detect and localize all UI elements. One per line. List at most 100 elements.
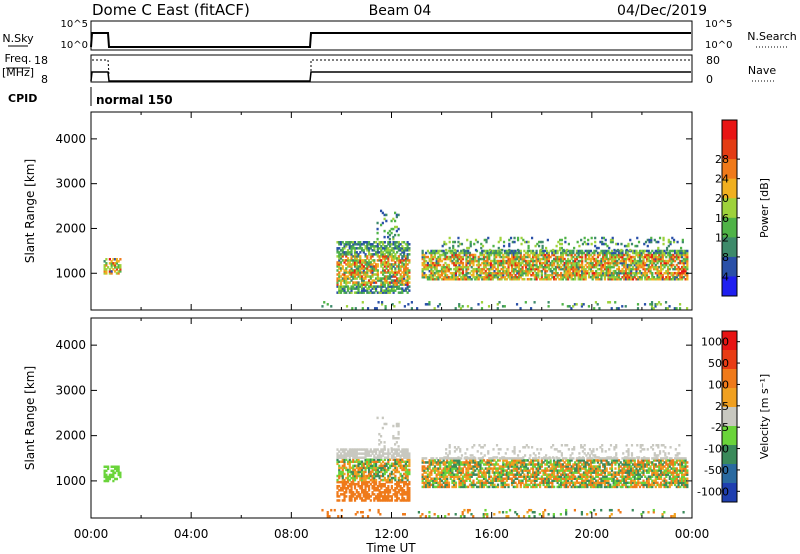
power-cell [533,259,536,263]
power-cell [341,253,344,256]
velocity-cell [454,457,458,460]
velocity-cell [408,458,411,461]
power-cell [339,279,343,282]
velocity-cell [575,485,579,489]
power-cell [519,253,522,257]
velocity-cell [442,467,445,470]
velocity-cell [451,465,454,468]
velocity-cell [364,497,367,500]
power-cell [367,279,371,282]
power-cell [679,267,682,271]
power-cell [362,281,365,284]
power-cell [682,275,685,279]
velocity-cell [533,483,536,487]
velocity-cell [364,491,367,494]
power-cell [601,242,604,246]
power-cell [366,247,369,250]
power-cell [547,277,550,281]
velocity-cell [509,465,512,468]
power-cell [484,275,487,279]
power-cell [359,285,362,288]
power-cell [367,261,371,264]
power-cell [537,275,540,279]
power-cell [637,261,640,265]
power-cell [390,285,393,288]
velocity-cell [593,467,596,470]
power-cell [338,253,341,256]
velocity-cell [353,487,357,490]
power-cell [598,307,601,310]
velocity-cell [572,457,575,460]
power-cell [556,259,559,263]
velocity-cell [362,493,365,496]
velocity-cell [468,465,472,468]
power-cell [442,249,445,253]
velocity-cell [588,481,591,485]
velocity-cell [461,461,465,464]
power-cell [392,251,395,254]
velocity-cell [357,484,360,488]
power-cell [647,263,650,267]
power-cell [437,259,440,263]
power-cell [659,267,663,271]
velocity-cell [383,493,386,496]
power-cell [616,277,619,281]
velocity-cell [115,477,118,481]
velocity-cell [362,472,365,476]
power-cell [489,261,493,265]
velocity-cell [581,463,584,466]
power-cell [602,263,605,267]
velocity-cell [338,456,341,459]
velocity-cell [399,458,402,461]
velocity-cell [112,479,115,483]
power-cell [460,275,463,279]
power-cell [440,273,444,277]
power-cell [401,263,404,266]
velocity-cell [341,466,344,470]
velocity-cell [390,464,393,468]
velocity-cell [426,483,430,487]
velocity-cell [421,467,424,470]
power-cell [367,265,371,268]
power-cell [401,271,404,274]
velocity-cell [586,483,589,487]
power-cell [403,253,406,256]
power-cell [654,277,657,281]
velocity-cell [579,483,582,487]
power-cell [675,273,678,277]
power-cell [559,248,562,252]
velocity-cell [575,479,579,483]
velocity-cell [481,461,484,464]
power-cell [441,244,444,248]
velocity-cell [401,476,404,480]
velocity-cell [544,469,547,472]
velocity-cell [488,459,491,462]
velocity-cell [500,473,503,476]
power-cell [388,291,392,294]
power-cell [666,273,670,277]
power-cell [383,261,386,264]
power-cell [593,251,596,255]
velocity-cell [396,470,399,474]
velocity-cell [554,463,557,466]
power-cell [519,269,522,273]
velocity-cell [560,463,563,466]
velocity-cell [397,482,400,486]
velocity-cell [595,485,598,489]
velocity-cell [352,491,355,494]
velocity-cell [493,465,496,468]
velocity-cell [432,483,435,487]
power-cell [435,249,438,253]
velocity-cell [339,460,343,464]
velocity-cell [482,471,486,474]
power-cell [628,271,631,275]
power-cell [105,270,108,273]
power-cell [378,259,381,262]
velocity-cell [378,464,381,468]
velocity-cell [435,467,438,470]
power-cell [553,259,556,263]
power-cell [373,259,376,262]
velocity-cell [574,467,577,470]
velocity-cell [437,459,440,462]
power-cell [396,245,399,248]
